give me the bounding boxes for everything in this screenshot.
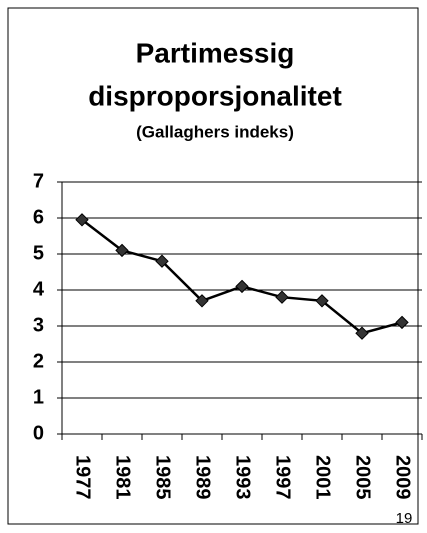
data-marker [155,254,169,268]
data-marker [75,213,89,227]
data-marker [395,315,409,330]
data-marker [315,294,329,308]
data-marker [355,326,369,340]
data-line [81,218,403,335]
chart-title: disproporsjonalitet [88,80,342,111]
x-tick-label: 1981 [112,455,134,500]
page-number: 19 [396,510,413,527]
y-tick-label: 2 [33,350,44,372]
data-marker [235,279,249,294]
x-tick-label: 2005 [352,455,374,500]
x-tick-label: 1977 [72,455,94,500]
slide-border [7,7,419,525]
y-tick-label: 7 [33,170,44,192]
x-tick-label: 2009 [392,455,414,500]
chart-subtitle: (Gallaghers indeks) [136,122,294,141]
chart-title: Partimessig [136,37,295,68]
data-marker [275,290,289,304]
y-tick-label: 5 [33,242,44,264]
x-tick-label: 1985 [152,455,174,500]
x-tick-label: 2001 [312,455,334,500]
y-tick-label: 6 [33,206,44,228]
y-tick-label: 3 [33,314,44,336]
data-marker [115,243,129,258]
y-tick-label: 1 [33,386,44,408]
y-tick-label: 4 [33,278,45,300]
y-tick-label: 0 [33,422,44,444]
x-tick-label: 1997 [272,455,294,500]
data-marker [195,294,209,308]
x-tick-label: 1993 [232,455,254,500]
x-tick-label: 1989 [192,455,214,500]
